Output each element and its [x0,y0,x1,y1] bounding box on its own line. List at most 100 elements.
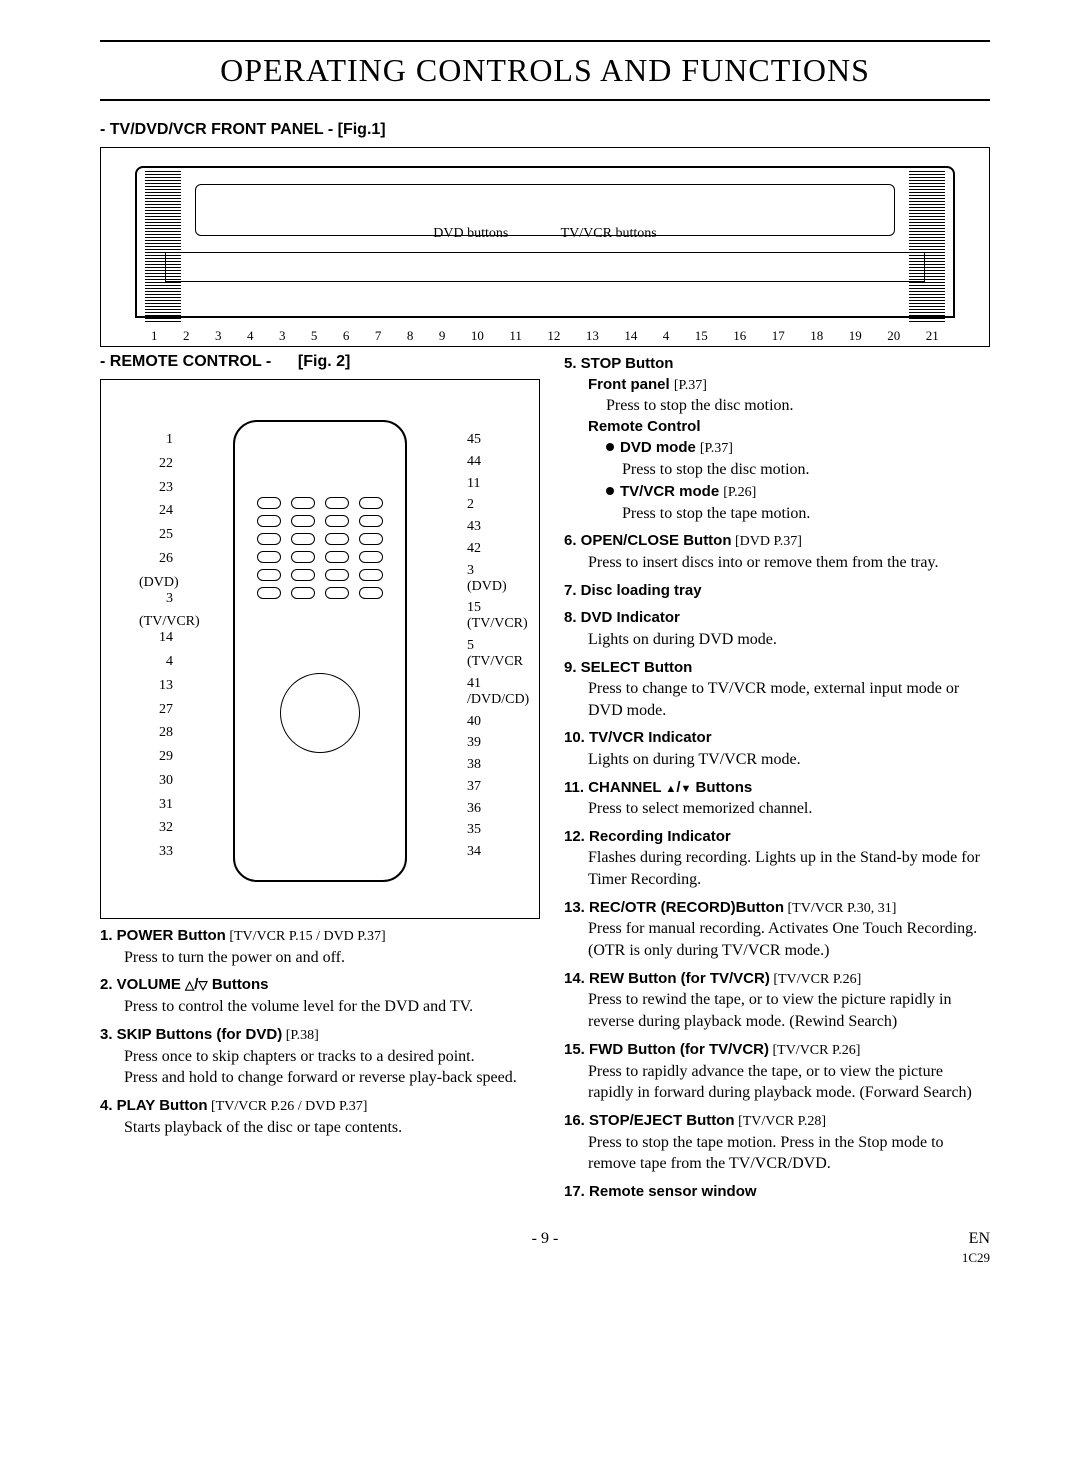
callout-number: 42 [467,541,501,557]
description-list-left: 1. POWER Button [TV/VCR P.15 / DVD P.37]… [100,925,540,1138]
description-item: 16. STOP/EJECT Button [TV/VCR P.28]Press… [564,1110,990,1175]
item-subhead: Remote Control [564,417,990,437]
callout-number: 9 [439,328,446,344]
callout-number: 19 [849,328,862,344]
callout-number: 16 [733,328,746,344]
page-number: - 9 - [220,1230,870,1266]
item-subhead: Front panel [P.37] [564,375,990,396]
front-panel-callouts: 12343567891011121314415161718192021 [151,328,939,344]
callout-number: 29 [139,749,173,765]
callout-number: 43 [467,519,501,535]
item-title: 16. STOP/EJECT Button [564,1112,735,1129]
callout-number: 6 [343,328,350,344]
item-ref: [TV/VCR P.26] [770,972,861,987]
callout-number: 28 [139,725,173,741]
callout-number: 7 [375,328,382,344]
callout-number: 4 [247,328,254,344]
remote-right-callouts: 454411243423 (DVD)15 (TV/VCR)5 (TV/VCR41… [467,432,501,860]
description-item: 14. REW Button (for TV/VCR) [TV/VCR P.26… [564,968,990,1033]
item-body: Press to select memorized channel. [564,798,990,820]
callout-number: 3 [215,328,222,344]
item-title: 6. OPEN/CLOSE Button [564,532,732,549]
item-ref: [TV/VCR P.15 / DVD P.37] [226,929,386,944]
callout-number: 3 (DVD) [467,563,501,595]
item-title: 9. SELECT Button [564,659,692,676]
callout-number: 10 [471,328,484,344]
item-body: Press to stop the disc motion. [564,459,990,481]
callout-number: 13 [139,678,173,694]
callout-number: 22 [139,456,173,472]
callout-number: 38 [467,757,501,773]
callout-number: 4 [139,654,173,670]
description-item: 1. POWER Button [TV/VCR P.15 / DVD P.37]… [100,925,540,968]
item-title: 5. STOP Button [564,355,673,372]
item-ref: [P.38] [282,1028,319,1043]
item-body: Press to turn the power on and off. [100,947,540,969]
item-title: 10. TV/VCR Indicator [564,729,712,746]
callout-number: 30 [139,773,173,789]
description-item: 2. VOLUME / ButtonsPress to control the … [100,974,540,1017]
item-title: 8. DVD Indicator [564,609,680,626]
callout-number: 44 [467,454,501,470]
item-body: Press to change to TV/VCR mode, external… [564,678,990,721]
callout-number: 5 (TV/VCR [467,638,501,670]
callout-number: 26 [139,551,173,567]
item-title: 11. CHANNEL / Buttons [564,779,752,796]
remote-diagram: 12223242526(DVD) 3(TV/VCR) 1441327282930… [100,379,540,919]
callout-number: 1 [139,432,173,448]
callout-number: 40 [467,714,501,730]
callout-number: 8 [407,328,414,344]
callout-number: 18 [810,328,823,344]
callout-number: 45 [467,432,501,448]
item-title: 3. SKIP Buttons (for DVD) [100,1026,282,1043]
item-ref: [DVD P.37] [732,534,802,549]
callout-number: 39 [467,735,501,751]
item-body: Press to rapidly advance the tape, or to… [564,1061,990,1104]
item-body: Lights on during TV/VCR mode. [564,749,990,771]
description-item: 6. OPEN/CLOSE Button [DVD P.37]Press to … [564,530,990,573]
item-title: 1. POWER Button [100,927,226,944]
mode-bullet: DVD mode [P.37] [564,437,990,459]
callout-number: 37 [467,779,501,795]
callout-number: 11 [509,328,522,344]
item-title: 4. PLAY Button [100,1097,208,1114]
footer-code: 1C29 [870,1250,990,1266]
item-title: 7. Disc loading tray [564,582,702,599]
dvd-buttons-label: DVD buttons [433,226,508,241]
callout-number: 23 [139,480,173,496]
item-ref: [TV/VCR P.30, 31] [784,901,896,916]
description-item: 5. STOP Button Front panel [P.37] Press to… [564,353,990,524]
item-ref: [TV/VCR P.26] [769,1043,860,1058]
description-item: 9. SELECT Button Press to change to TV/VC… [564,657,990,722]
callout-number: 12 [547,328,560,344]
remote-left-callouts: 12223242526(DVD) 3(TV/VCR) 1441327282930… [139,432,173,860]
item-title: 15. FWD Button (for TV/VCR) [564,1041,769,1058]
callout-number: 15 (TV/VCR) [467,600,501,632]
callout-number: 20 [887,328,900,344]
callout-number: 3 [279,328,286,344]
callout-number: 27 [139,702,173,718]
callout-number: 17 [772,328,785,344]
callout-number: 11 [467,476,501,492]
footer-lang: EN [870,1230,990,1248]
description-item: 4. PLAY Button [TV/VCR P.26 / DVD P.37]S… [100,1095,540,1138]
item-title: 13. REC/OTR (RECORD)Button [564,899,784,916]
front-panel-diagram: DVD buttons TV/VCR buttons 1234356789101… [100,147,990,347]
callout-number: 2 [183,328,190,344]
item-body: Flashes during recording. Lights up in t… [564,847,990,890]
front-panel-heading: - TV/DVD/VCR FRONT PANEL - [Fig.1] [100,121,990,139]
callout-number: 15 [695,328,708,344]
item-body: Press to rewind the tape, or to view the… [564,989,990,1032]
footer: - 9 - EN 1C29 [100,1230,990,1266]
callout-number: 41 /DVD/CD) [467,676,501,708]
callout-number: 21 [926,328,939,344]
item-body: Press once to skip chapters or tracks to… [100,1046,540,1068]
callout-number: 25 [139,527,173,543]
item-body: Starts playback of the disc or tape cont… [100,1117,540,1139]
item-body: Press for manual recording. Activates On… [564,918,990,961]
callout-number: 13 [586,328,599,344]
item-body: Press to stop the tape motion. [564,503,990,525]
item-title: 2. VOLUME / Buttons [100,976,268,993]
callout-number: 34 [467,844,501,860]
description-item: 11. CHANNEL / Buttons Press to select mem… [564,777,990,820]
